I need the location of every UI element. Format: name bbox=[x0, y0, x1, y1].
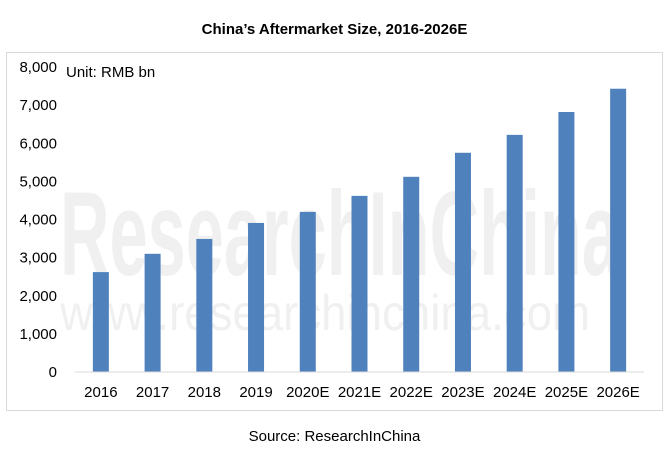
bar-2018 bbox=[196, 238, 213, 372]
y-tick-label: 6,000 bbox=[19, 135, 57, 152]
bar-2019 bbox=[248, 222, 265, 372]
bar-2024E bbox=[506, 134, 523, 372]
watermark: ResearchInChina www.researchinchina.com bbox=[59, 167, 621, 341]
x-tick-label: 2018 bbox=[188, 384, 221, 401]
bar-2025E bbox=[558, 111, 575, 373]
watermark-logo: ResearchInChina bbox=[60, 167, 621, 301]
bar-2023E bbox=[454, 152, 471, 372]
x-tick-label: 2016 bbox=[84, 384, 117, 401]
bar-2017 bbox=[144, 253, 161, 372]
bar-2026E bbox=[610, 88, 627, 372]
x-tick-label: 2020E bbox=[286, 384, 329, 401]
y-tick-label: 3,000 bbox=[19, 250, 57, 267]
x-tick-label: 2026E bbox=[596, 384, 639, 401]
bar-2022E bbox=[403, 176, 420, 372]
x-tick-label: 2022E bbox=[390, 384, 433, 401]
unit-label: Unit: RMB bn bbox=[66, 64, 155, 81]
y-tick-label: 0 bbox=[49, 364, 57, 381]
bar-2020E bbox=[299, 211, 316, 372]
chart-frame bbox=[6, 52, 663, 411]
bar-2021E bbox=[351, 195, 368, 372]
x-tick-label: 2024E bbox=[493, 384, 536, 401]
x-tick-label: 2025E bbox=[545, 384, 588, 401]
chart-title: China’s Aftermarket Size, 2016-2026E bbox=[201, 21, 468, 38]
source-note: Source: ResearchInChina bbox=[248, 428, 421, 445]
y-tick-label: 1,000 bbox=[19, 326, 57, 343]
x-tick-label: 2023E bbox=[441, 384, 484, 401]
x-tick-label: 2019 bbox=[239, 384, 272, 401]
x-tick-label: 2017 bbox=[136, 384, 169, 401]
y-tick-label: 8,000 bbox=[19, 59, 57, 76]
bar-2016 bbox=[92, 272, 109, 372]
y-tick-label: 2,000 bbox=[19, 288, 57, 305]
y-tick-label: 4,000 bbox=[19, 212, 57, 229]
y-tick-label: 7,000 bbox=[19, 97, 57, 114]
x-tick-label: 2021E bbox=[338, 384, 381, 401]
y-tick-label: 5,000 bbox=[19, 173, 57, 190]
